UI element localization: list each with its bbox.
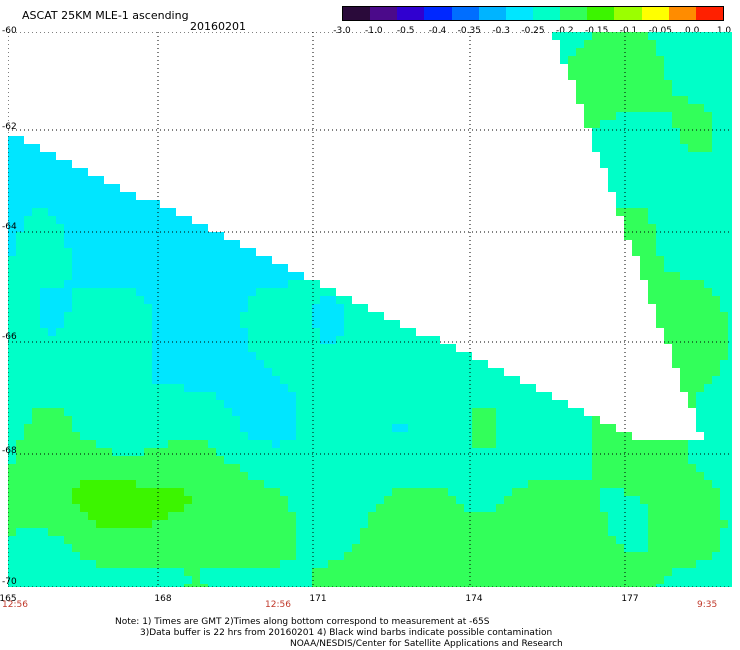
x-tick-label: 171 xyxy=(309,594,327,604)
colorbar-label: -0.4 xyxy=(428,26,447,36)
x-tick-label: 177 xyxy=(621,594,639,604)
colorbar-segment xyxy=(451,7,479,20)
colorbar-label: -0.5 xyxy=(396,26,415,36)
colorbar-label: -0.1 xyxy=(619,26,638,36)
heatmap-plot xyxy=(8,32,732,587)
colorbar-segment xyxy=(370,7,398,20)
colorbar-segment xyxy=(505,7,533,20)
note-line-3: NOAA/NESDIS/Center for Satellite Applica… xyxy=(290,639,563,649)
colorbar-label: -0.05 xyxy=(648,26,672,36)
colorbar-segment xyxy=(695,7,723,20)
y-tick-label: -62 xyxy=(2,122,17,132)
y-tick-label: -70 xyxy=(2,577,17,587)
colorbar-segment xyxy=(614,7,642,20)
colorbar-segment xyxy=(532,7,561,20)
colorbar-segment xyxy=(478,7,506,20)
x-tick-label: 168 xyxy=(154,594,172,604)
note-line-1: Note: 1) Times are GMT 2)Times along bot… xyxy=(115,617,490,627)
colorbar xyxy=(342,6,724,21)
x-tick-label: 174 xyxy=(465,594,483,604)
colorbar-label: -0.25 xyxy=(521,26,545,36)
chart-date: 20160201 xyxy=(190,20,246,33)
colorbar-label: -0.3 xyxy=(492,26,510,36)
y-tick-label: -66 xyxy=(2,332,17,342)
colorbar-label: -1.0 xyxy=(365,26,383,36)
x-tick-label: 165 xyxy=(0,594,17,604)
time-label: 9:35 xyxy=(697,600,718,610)
note-line-2: 3)Data buffer is 22 hrs from 20160201 4)… xyxy=(140,628,553,638)
colorbar-label: 0.0 xyxy=(684,26,700,36)
colorbar-label: -0.2 xyxy=(556,26,574,36)
colorbar-label: -3.0 xyxy=(333,26,351,36)
colorbar-segment xyxy=(668,7,696,20)
time-label: 12:56 xyxy=(2,600,28,610)
y-tick-label: -68 xyxy=(2,446,17,456)
colorbar-segment xyxy=(424,7,452,20)
colorbar-label: -0.35 xyxy=(457,26,481,36)
colorbar-segment xyxy=(641,7,669,20)
colorbar-label: 1.0 xyxy=(716,26,732,36)
colorbar-segment xyxy=(343,7,371,20)
colorbar-segment xyxy=(397,7,425,20)
time-label: 12:56 xyxy=(265,600,291,610)
chart-title: ASCAT 25KM MLE-1 ascending xyxy=(22,9,189,22)
y-tick-label: -60 xyxy=(2,26,17,36)
colorbar-label: -0.15 xyxy=(585,26,609,36)
colorbar-segment xyxy=(587,7,615,20)
colorbar-segment xyxy=(560,7,588,20)
y-tick-label: -64 xyxy=(2,222,17,232)
